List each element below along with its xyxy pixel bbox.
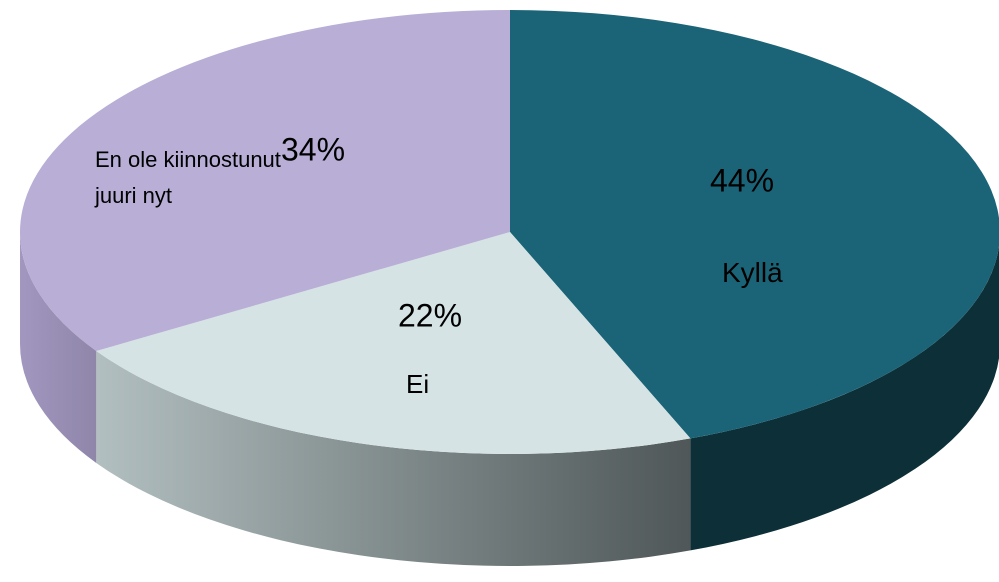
slice [96,232,691,454]
category-label: Kyllä [722,257,783,288]
value-label: 22% [398,297,462,333]
value-label: 34% [281,131,345,167]
slice [510,10,999,439]
slice-side [96,350,691,567]
category-label: En ole kiinnostunut juuri nyt [95,147,281,208]
slice [19,10,511,351]
value-label: 44% [710,162,774,198]
category-label: Ei [406,369,430,399]
slice-side [690,245,999,551]
slice-side [20,232,97,463]
